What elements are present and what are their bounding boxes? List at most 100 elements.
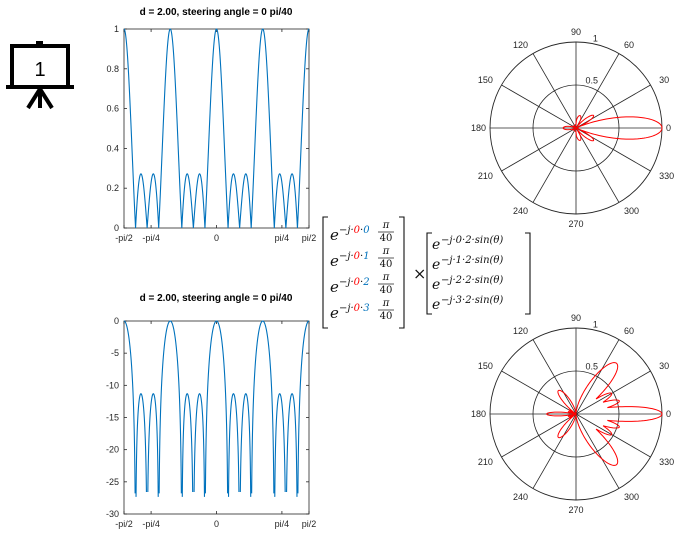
eq-exponent: −j·1·2·sin(θ) [441, 255, 503, 266]
y-tick-label: 0.8 [106, 64, 119, 74]
polar-angle-label: 120 [513, 326, 528, 336]
right-bracket [399, 216, 405, 329]
eq-exponent: −j·0·1 [339, 251, 370, 262]
x-tick-label: -pi/2 [115, 233, 133, 243]
presentation-board-icon: 1 [6, 41, 74, 110]
polar-angle-label: 30 [659, 361, 669, 371]
eq-exponent: −j·3·2·sin(θ) [441, 295, 503, 306]
x-tick-label: pi/2 [302, 519, 317, 529]
eq-dot: · [360, 225, 363, 236]
left-bracket [426, 232, 432, 315]
eq-base: e [432, 257, 440, 273]
polar-spoke [501, 84, 651, 172]
polar-angle-label: 210 [478, 457, 493, 467]
y-tick-label: 0 [114, 316, 119, 326]
eq-base: e [330, 304, 339, 322]
eq-exp-prefix: −j· [339, 303, 354, 314]
eq-red-index: 0 [354, 277, 361, 288]
eq-exponent: −j·0·3 [339, 303, 370, 314]
polar-angle-label: 270 [568, 505, 583, 515]
eq-frac-denominator: 40 [380, 311, 393, 322]
polar-angle-label: 330 [659, 171, 674, 181]
polar-angle-label: 0 [666, 123, 671, 133]
eq-exp-prefix: −j· [339, 225, 354, 236]
y-tick-label: -25 [106, 477, 119, 487]
polar-pattern-series [546, 362, 663, 466]
eq-exp-prefix: −j· [339, 251, 354, 262]
eq-exponent: −j·2·2·sin(θ) [441, 275, 503, 286]
polar-angle-label: 60 [624, 40, 634, 50]
x-tick-label: -pi/4 [142, 233, 160, 243]
eq-blue-index: 0 [363, 225, 370, 236]
chart-title: d = 2.00, steering angle = 0 pi/40 [140, 7, 293, 18]
y-tick-label: 1 [114, 24, 119, 34]
polar-angle-label: 30 [659, 75, 669, 85]
polar-angle-label: 300 [624, 492, 639, 502]
polar-angle-label: 240 [513, 492, 528, 502]
eq-exponent: −j·0·2·sin(θ) [441, 235, 503, 246]
polar-angle-label: 0 [666, 409, 671, 419]
x-tick-label: pi/4 [275, 519, 290, 529]
eq-blue-index: 2 [362, 277, 369, 288]
right-bracket [525, 232, 531, 315]
eq-red-index: 0 [354, 303, 361, 314]
eq-frac-denominator: 40 [380, 259, 393, 270]
series-line-magnitude [123, 28, 310, 229]
polar-angle-label: 300 [624, 206, 639, 216]
eq-dot: · [360, 251, 363, 262]
eq-exponent: −j·0·0 [339, 225, 370, 236]
x-tick-label: 0 [214, 519, 219, 529]
polar-angle-label: 120 [513, 40, 528, 50]
eq-base: e [330, 226, 339, 244]
polar-radius-label: 1 [593, 319, 598, 329]
eq-base: e [330, 252, 339, 270]
y-tick-label: 0.2 [106, 183, 119, 193]
polar-angle-label: 90 [571, 27, 581, 37]
plot-frame [123, 320, 310, 515]
eq-frac-numerator: π [382, 246, 390, 257]
y-tick-label: -5 [111, 348, 119, 358]
polar-radius-label: 0.5 [585, 76, 598, 86]
polar-angle-label: 150 [478, 75, 493, 85]
eq-base: e [330, 278, 339, 296]
eq-exp-prefix: −j· [339, 277, 354, 288]
polar-angle-label: 150 [478, 361, 493, 371]
polar-angle-label: 270 [568, 219, 583, 229]
polar-angle-label: 330 [659, 457, 674, 467]
x-tick-label: 0 [214, 233, 219, 243]
db-pattern-chart: d = 2.00, steering angle = 0 pi/40 0 -5 -1… [106, 293, 316, 529]
y-tick-label: -20 [106, 445, 119, 455]
y-tick-label: -30 [106, 509, 119, 519]
y-tick-label: 0.6 [106, 104, 119, 114]
polar-angle-label: 180 [471, 123, 486, 133]
eq-red-index: 0 [354, 225, 361, 236]
eq-frac-numerator: π [382, 298, 390, 309]
y-tick-label: 0 [114, 223, 119, 233]
series-line-db [123, 320, 310, 497]
polar-radius-label: 0.5 [585, 362, 598, 372]
chart-title: d = 2.00, steering angle = 0 pi/40 [140, 293, 293, 304]
polar-pattern-series [562, 114, 663, 142]
eq-dot: · [360, 303, 363, 314]
eq-blue-index: 1 [363, 251, 369, 262]
polar-angle-label: 60 [624, 326, 634, 336]
left-bracket [322, 216, 328, 329]
polar-angle-label: 210 [478, 171, 493, 181]
plot-frame [123, 28, 310, 229]
eq-red-index: 0 [354, 251, 361, 262]
y-tick-label: -15 [106, 413, 119, 423]
polar-angle-label: 240 [513, 206, 528, 216]
eq-base: e [432, 297, 440, 313]
x-tick-label: -pi/4 [142, 519, 160, 529]
times-operator: × [413, 264, 426, 283]
eq-frac-denominator: 40 [380, 285, 393, 296]
eq-exponent: −j·0·2 [339, 277, 370, 288]
eq-base: e [432, 277, 440, 293]
polar-angle-label: 90 [571, 313, 581, 323]
x-tick-label: pi/2 [302, 233, 317, 243]
eq-base: e [432, 237, 440, 253]
linear-pattern-chart: d = 2.00, steering angle = 0 pi/40 0 0.2 0… [106, 7, 316, 243]
